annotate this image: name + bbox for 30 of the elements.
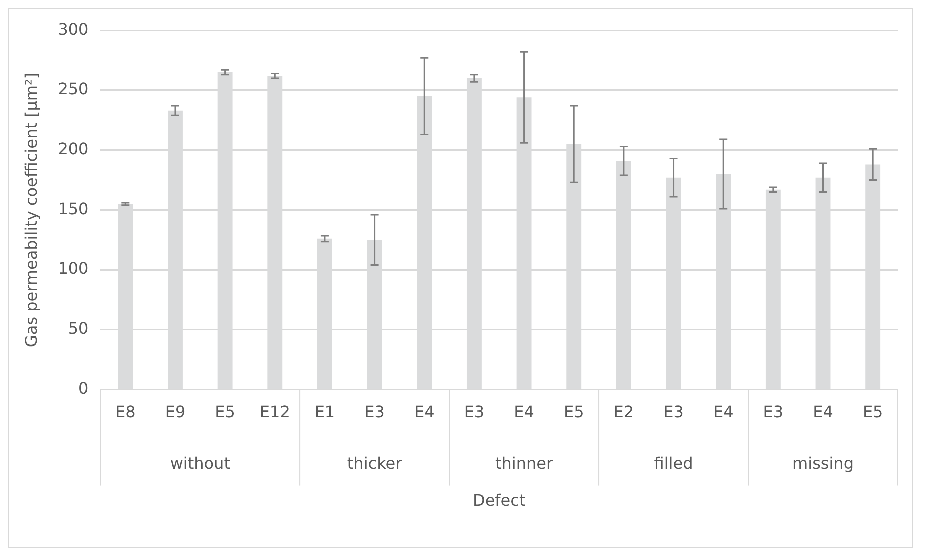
x-tick-label: E4: [713, 402, 734, 422]
x-tick-label: E3: [664, 402, 684, 422]
x-axis-title: Defect: [473, 490, 526, 510]
y-tick-label: 100: [58, 259, 89, 278]
x-tick-label: E5: [215, 402, 236, 422]
y-tick-label: 250: [58, 80, 89, 99]
y-tick-label: 50: [68, 319, 89, 338]
text: thicker: [347, 454, 403, 473]
x-tick-label: E12: [260, 402, 290, 422]
x-tick-label: E5: [862, 402, 884, 422]
y-tick-label: 200: [58, 139, 89, 158]
x-tick-label: E5: [564, 402, 584, 422]
y-tick-label: 150: [58, 199, 89, 218]
y-tick-label: 0: [78, 378, 89, 398]
x-tick-label: E3: [364, 402, 385, 422]
x-tick-label: E9: [165, 402, 186, 422]
x-tick-label: E3: [464, 402, 485, 422]
y-tick-label: 300: [58, 20, 89, 39]
x-tick-label: E1: [314, 402, 336, 422]
text: without: [170, 454, 230, 473]
x-tick-label: E4: [514, 402, 534, 422]
x-tick-label: E3: [763, 402, 784, 422]
x-tick-label: E2: [614, 402, 634, 422]
y-axis-title: Gas permeability coefficient [µm²]: [22, 72, 41, 348]
text: missing: [792, 454, 854, 473]
text: thinner: [496, 454, 554, 473]
x-tick-label: E4: [414, 402, 435, 422]
x-tick-label: E8: [116, 402, 136, 422]
x-tick-label: E4: [813, 402, 834, 422]
text: filled: [654, 454, 694, 473]
